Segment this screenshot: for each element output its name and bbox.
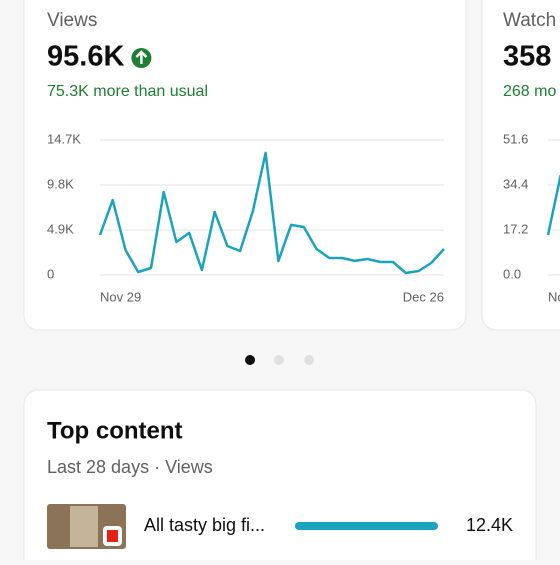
page-dot[interactable] xyxy=(245,355,255,365)
x-tick-label: Dec 26 xyxy=(403,289,444,304)
watch-card[interactable] xyxy=(481,0,560,331)
y-tick-label: 14.7K xyxy=(47,131,81,146)
metric-delta: 268 mo xyxy=(503,83,556,100)
y-tick-label: 9.8K xyxy=(47,176,74,191)
y-tick-label: 0 xyxy=(47,266,54,281)
y-tick-label: 34.4 xyxy=(503,176,528,191)
page-dot[interactable] xyxy=(274,355,284,365)
section-subtitle: Last 28 days · Views xyxy=(47,457,213,477)
thumbnail-detail xyxy=(70,506,98,547)
y-tick-label: 51.6 xyxy=(503,131,528,146)
content-title: All tasty big fi... xyxy=(144,515,265,535)
top-content-card xyxy=(23,389,537,565)
line-series xyxy=(98,151,445,275)
y-tick-label: 4.9K xyxy=(47,221,74,236)
metric-title: Watch xyxy=(503,10,556,31)
up-arrow xyxy=(135,50,148,64)
shorts-logo xyxy=(107,530,118,542)
metric-title: Views xyxy=(47,10,97,31)
content-bar xyxy=(295,522,438,530)
y-tick-label: 17.2 xyxy=(503,221,528,236)
line-series xyxy=(546,174,560,236)
metric-value: 95.6K xyxy=(47,41,124,73)
y-tick-label: 0.0 xyxy=(503,266,521,281)
x-tick-label: Nov 29 xyxy=(100,289,141,304)
content-value: 12.4K xyxy=(466,515,513,535)
metric-value: 358 xyxy=(503,41,551,73)
x-tick-label: No xyxy=(548,289,560,304)
metric-delta: 75.3K more than usual xyxy=(47,83,208,100)
section-title: Top content xyxy=(47,417,183,444)
page-dot[interactable] xyxy=(304,355,314,365)
views-card[interactable] xyxy=(23,0,467,331)
